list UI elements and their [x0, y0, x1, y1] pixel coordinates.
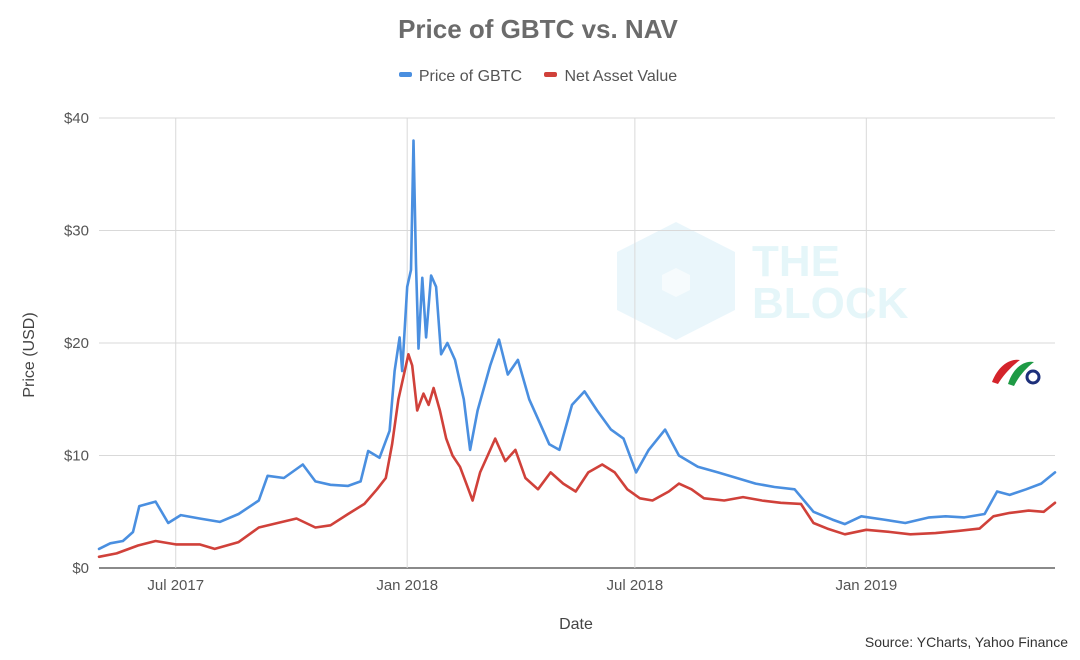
x-tick-label: Jul 2018 — [607, 577, 664, 594]
y-tick-label: $0 — [72, 560, 89, 577]
legend-swatch-nav — [544, 72, 558, 78]
logo-swoosh-red — [992, 359, 1020, 384]
x-tick-label: Jul 2017 — [147, 577, 204, 594]
chart-title: Price of GBTC vs. NAV — [398, 14, 678, 44]
source-note: Source: YCharts, Yahoo Finance — [864, 634, 1068, 650]
series-line-gbtc[interactable] — [97, 139, 1057, 551]
watermark-logo: THE BLOCK — [617, 222, 909, 340]
legend-label-nav: Net Asset Value — [564, 68, 678, 85]
grid — [99, 117, 1055, 569]
y-tick-label: $10 — [64, 448, 89, 465]
publisher-logo — [992, 359, 1041, 386]
legend: Price of GBTC Net Asset Value — [0, 68, 1076, 86]
x-tick-label: Jan 2019 — [835, 577, 897, 594]
x-axis-label: Date — [559, 616, 593, 633]
watermark-hexagon-inner — [662, 268, 690, 297]
legend-item-nav[interactable]: Net Asset Value — [544, 68, 677, 86]
tick-labels: $0 $10 $20 $30 $40 Jul 2017 Jan 2018 Jul 2018 Ja… — [64, 110, 897, 594]
legend-label-gbtc: Price of GBTC — [418, 68, 523, 85]
series-lines — [97, 139, 1057, 559]
legend-item-gbtc[interactable]: Price of GBTC — [398, 68, 523, 86]
y-tick-label: $20 — [64, 335, 89, 352]
legend-swatch-gbtc — [398, 72, 412, 78]
logo-swoosh-green — [1008, 361, 1034, 386]
y-tick-label: $30 — [64, 223, 89, 240]
watermark-text-block: BLOCK — [752, 279, 909, 328]
logo-dot — [1025, 369, 1041, 385]
series-line-nav[interactable] — [97, 353, 1057, 559]
watermark-text-the: THE — [752, 237, 840, 286]
y-tick-label: $40 — [64, 110, 89, 127]
x-tick-label: Jan 2018 — [376, 577, 438, 594]
